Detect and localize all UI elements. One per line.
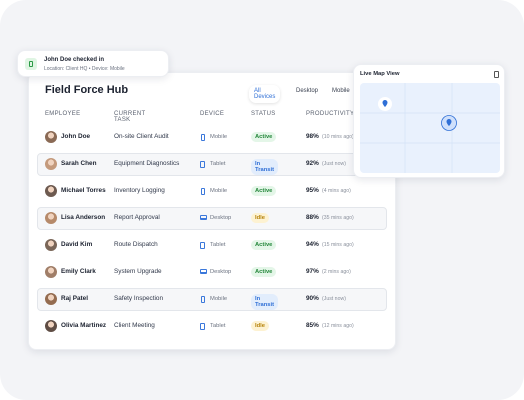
- last-update: (12 mins ago): [322, 323, 354, 329]
- status-badge: Idle: [251, 212, 269, 223]
- device: Mobile: [210, 187, 228, 194]
- productivity: 97%: [306, 268, 319, 275]
- status-badge: Active: [251, 185, 277, 196]
- employee-name: Lisa Anderson: [61, 214, 106, 221]
- last-update: (10 mins ago): [322, 134, 354, 140]
- notification-title: John Doe checked in: [44, 57, 105, 63]
- column-header: CURRENT TASK: [114, 111, 146, 123]
- device: Tablet: [210, 160, 226, 167]
- last-update: (Just now): [322, 161, 346, 167]
- notification-subtitle: Location: Client HQ • Device: Mobile: [44, 66, 125, 72]
- device-icon: [201, 133, 205, 141]
- employee-name: Raj Patel: [61, 295, 88, 302]
- avatar: [45, 185, 57, 197]
- employee-name: Sarah Chen: [61, 160, 97, 167]
- device-icon: [201, 295, 205, 303]
- avatar: [45, 158, 57, 170]
- table-row[interactable]: [37, 287, 387, 311]
- device-icon: [200, 215, 207, 220]
- status-badge: Active: [251, 239, 277, 250]
- device: Tablet: [210, 322, 226, 329]
- title: Field Force Hub: [45, 84, 129, 96]
- device: Tablet: [210, 241, 226, 248]
- device-icon: [200, 241, 205, 249]
- task: Safety Inspection: [114, 295, 164, 302]
- task: Route Dispatch: [114, 241, 158, 248]
- employee-name: Olivia Martinez: [61, 322, 107, 329]
- device: Mobile: [210, 295, 228, 302]
- task: Report Approval: [114, 214, 160, 221]
- productivity: 88%: [306, 214, 319, 221]
- map-card: Live Map View: [353, 64, 505, 178]
- avatar: [45, 320, 57, 332]
- employee-name: John Doe: [61, 133, 91, 140]
- productivity: 85%: [306, 322, 319, 329]
- employee-name: Michael Torres: [61, 187, 106, 194]
- map: [360, 83, 500, 173]
- notification: John Doe checked in Location: Client HQ …: [17, 50, 169, 77]
- device-icon: [200, 160, 205, 168]
- device-icon: [201, 187, 205, 195]
- table-row[interactable]: [37, 206, 387, 230]
- avatar: [45, 131, 57, 143]
- avatar: [45, 266, 57, 278]
- task: On-site Client Audit: [114, 133, 169, 140]
- map-title: Live Map View: [360, 71, 400, 77]
- last-update: (Just now): [322, 296, 346, 302]
- device-icon: [200, 322, 205, 330]
- tab[interactable]: Desktop: [296, 88, 319, 94]
- task: Client Meeting: [114, 322, 155, 329]
- productivity: 98%: [306, 133, 319, 140]
- tab[interactable]: All Devices: [249, 85, 281, 103]
- productivity: 95%: [306, 187, 319, 194]
- device: Desktop: [210, 214, 232, 221]
- productivity: 90%: [306, 295, 319, 302]
- status-badge: In Transit: [251, 158, 279, 175]
- tab[interactable]: Mobile: [332, 88, 350, 94]
- device: Desktop: [210, 268, 232, 275]
- last-update: (4 mins ago): [322, 188, 351, 194]
- productivity: 94%: [306, 241, 319, 248]
- employee-name: Emily Clark: [61, 268, 96, 275]
- task: Inventory Logging: [114, 187, 165, 194]
- productivity: 92%: [306, 160, 319, 167]
- column-header: PRODUCTIVITY: [306, 111, 355, 117]
- avatar: [45, 212, 57, 224]
- status-badge: Idle: [251, 320, 269, 331]
- task: System Upgrade: [114, 268, 162, 275]
- avatar: [45, 239, 57, 251]
- device: Mobile: [210, 133, 228, 140]
- map-area: [360, 83, 500, 173]
- status-badge: Active: [251, 266, 277, 277]
- status-badge: In Transit: [251, 293, 279, 310]
- status-badge: Active: [251, 131, 277, 142]
- last-update: (35 mins ago): [322, 215, 354, 221]
- last-update: (15 mins ago): [322, 242, 354, 248]
- avatar: [45, 293, 57, 305]
- map-pin[interactable]: [382, 100, 388, 107]
- column-header: STATUS: [251, 111, 276, 117]
- last-update: (2 mins ago): [322, 269, 351, 275]
- map-pin[interactable]: [446, 119, 452, 126]
- device-icon: [200, 269, 207, 274]
- column-header: DEVICE: [200, 111, 225, 117]
- notification-icon: [25, 58, 37, 70]
- map-device-icon: [494, 71, 499, 78]
- task: Equipment Diagnostics: [114, 160, 180, 167]
- column-header: EMPLOYEE: [45, 111, 81, 117]
- phone-glyph: [29, 61, 33, 67]
- employee-name: David Kim: [61, 241, 93, 248]
